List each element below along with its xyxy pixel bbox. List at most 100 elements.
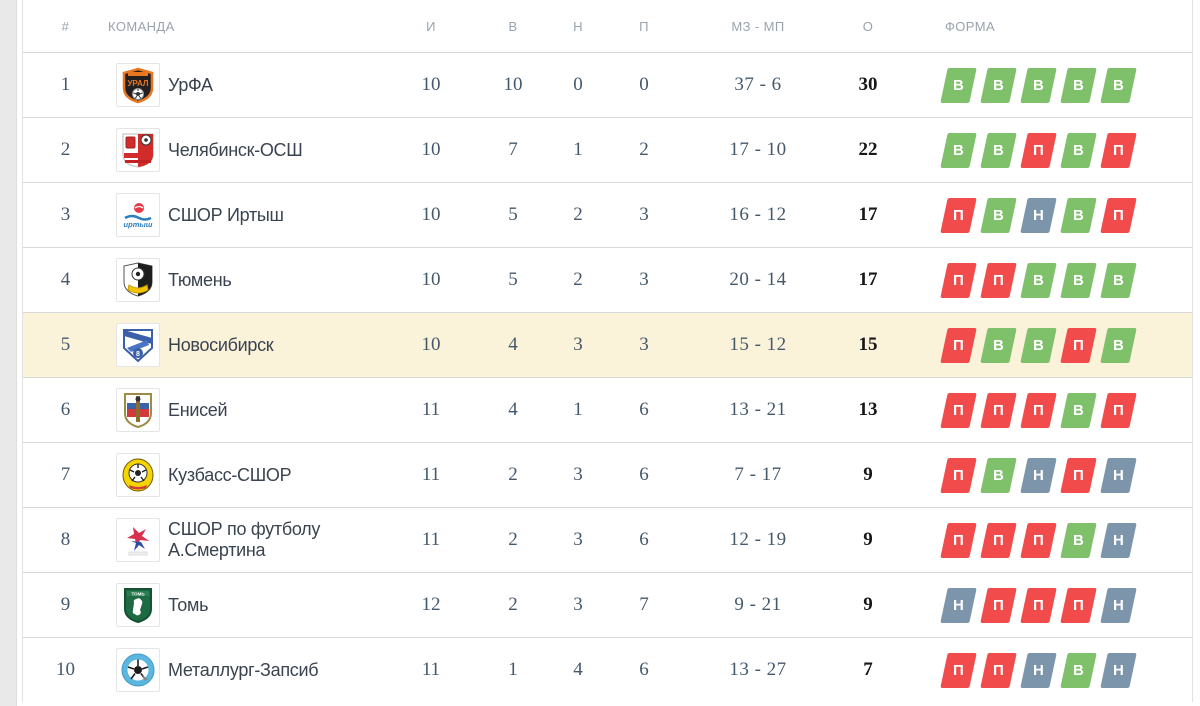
form-badge-win[interactable]: В: [980, 327, 1017, 363]
form-badge-win[interactable]: В: [1060, 67, 1097, 103]
table-row[interactable]: 8 СШОР по футболу А.Смертина 11 2 3 6 12…: [23, 507, 1192, 572]
form-badge-win[interactable]: В: [980, 67, 1017, 103]
points-total: 9: [863, 464, 873, 485]
form-badge-loss[interactable]: П: [940, 392, 977, 428]
points-total: 9: [863, 594, 873, 615]
position-number: 9: [60, 594, 71, 615]
form-badge-win[interactable]: В: [940, 67, 977, 103]
form-badge-win[interactable]: В: [1060, 132, 1097, 168]
team-name-link[interactable]: Енисей: [168, 399, 228, 420]
form-badge-loss[interactable]: П: [1100, 392, 1137, 428]
form-badge-loss[interactable]: П: [980, 652, 1017, 688]
wins-count: 2: [508, 464, 518, 485]
form-badge-loss[interactable]: П: [1020, 392, 1057, 428]
points-total: 17: [858, 269, 878, 290]
form-badge-loss[interactable]: П: [980, 587, 1017, 623]
position-number: 1: [60, 74, 71, 95]
losses-count: 7: [639, 594, 649, 615]
enisey-crest-icon[interactable]: [116, 388, 160, 432]
form-badge-win[interactable]: В: [1060, 392, 1097, 428]
team-name-link[interactable]: Металлург-Запсиб: [168, 659, 319, 680]
form-badge-draw[interactable]: Н: [1020, 457, 1057, 493]
team-name-link[interactable]: Тюмень: [168, 269, 232, 290]
games-played: 10: [421, 204, 441, 225]
team-name-link[interactable]: Кузбасс-СШОР: [168, 464, 292, 485]
form-badge-win[interactable]: В: [1060, 197, 1097, 233]
team-name-link[interactable]: Челябинск-ОСШ: [168, 139, 303, 160]
form-badge-loss[interactable]: П: [1020, 132, 1057, 168]
form-badge-loss[interactable]: П: [1020, 522, 1057, 558]
form-badge-loss[interactable]: П: [980, 522, 1017, 558]
form-badge-loss[interactable]: П: [1100, 132, 1137, 168]
team-name-link[interactable]: СШОР по футболу А.Смертина: [168, 519, 321, 560]
form-badge-loss[interactable]: П: [940, 197, 977, 233]
team-name-link[interactable]: Томь: [168, 594, 209, 615]
form-badge-win[interactable]: В: [1060, 652, 1097, 688]
form-badge-draw[interactable]: Н: [1100, 522, 1137, 558]
table-row[interactable]: 10 Металлург-Запсиб 11 1 4 6 13 - 27 7 П…: [23, 637, 1192, 702]
novosibirsk-crest-icon[interactable]: 8: [116, 323, 160, 367]
form-badge-loss[interactable]: П: [940, 327, 977, 363]
form-badge-win[interactable]: В: [940, 132, 977, 168]
urfa-crest-icon[interactable]: УРАЛ: [116, 63, 160, 107]
draws-count: 3: [573, 529, 583, 550]
form-badge-loss[interactable]: П: [940, 457, 977, 493]
points-total: 30: [858, 74, 878, 95]
form-badge-win[interactable]: В: [980, 132, 1017, 168]
form-badge-loss[interactable]: П: [940, 262, 977, 298]
position-number: 4: [60, 269, 71, 290]
form-badge-win[interactable]: В: [1100, 262, 1137, 298]
smertina-crest-icon[interactable]: [116, 518, 160, 562]
form-badge-win[interactable]: В: [1060, 522, 1097, 558]
team-name-link[interactable]: СШОР Иртыш: [168, 204, 284, 225]
form-badge-loss[interactable]: П: [940, 652, 977, 688]
form-badge-win[interactable]: В: [1100, 327, 1137, 363]
form-badge-loss[interactable]: П: [1060, 457, 1097, 493]
irtysh-crest-icon[interactable]: иртыш: [116, 193, 160, 237]
form-badge-loss[interactable]: П: [940, 522, 977, 558]
form-badge-draw[interactable]: Н: [1100, 587, 1137, 623]
form-badge-win[interactable]: В: [980, 197, 1017, 233]
form-badge-win[interactable]: В: [1020, 262, 1057, 298]
form-badge-loss[interactable]: П: [980, 262, 1017, 298]
form-badge-win[interactable]: В: [980, 457, 1017, 493]
form-badge-draw[interactable]: Н: [1020, 197, 1057, 233]
team-name-link[interactable]: Новосибирск: [168, 334, 274, 355]
metallurg-crest-icon[interactable]: [116, 648, 160, 692]
form-badge-draw[interactable]: Н: [1020, 652, 1057, 688]
tom-crest-icon[interactable]: ТОМЬ: [116, 583, 160, 627]
goals-for-against: 17 - 10: [729, 139, 787, 160]
form-badge-draw[interactable]: Н: [940, 587, 977, 623]
form-badge-loss[interactable]: П: [1100, 197, 1137, 233]
table-header-row: # КОМАНДА И В Н П МЗ - МП О ФОРМА: [23, 0, 1192, 52]
header-points: О: [862, 18, 874, 34]
form-badge-loss[interactable]: П: [980, 392, 1017, 428]
position-number: 5: [60, 334, 71, 355]
chelyabinsk-crest-icon[interactable]: [116, 128, 160, 172]
form-badge-draw[interactable]: Н: [1100, 457, 1137, 493]
team-name-link[interactable]: УрФА: [168, 74, 213, 95]
tyumen-crest-icon[interactable]: [116, 258, 160, 302]
kuzbass-crest-icon[interactable]: [116, 453, 160, 497]
table-row[interactable]: 3 иртыш СШОР Иртыш 10 5 2 3 16 - 12 17 П…: [23, 182, 1192, 247]
draws-count: 3: [573, 464, 583, 485]
form-badge-win[interactable]: В: [1100, 67, 1137, 103]
form-badge-loss[interactable]: П: [1060, 327, 1097, 363]
form-badge-loss[interactable]: П: [1060, 587, 1097, 623]
form-badge-loss[interactable]: П: [1020, 587, 1057, 623]
form-badge-win[interactable]: В: [1060, 262, 1097, 298]
form-badge-win[interactable]: В: [1020, 327, 1057, 363]
form-badge-win[interactable]: В: [1020, 67, 1057, 103]
form-badge-draw[interactable]: Н: [1100, 652, 1137, 688]
